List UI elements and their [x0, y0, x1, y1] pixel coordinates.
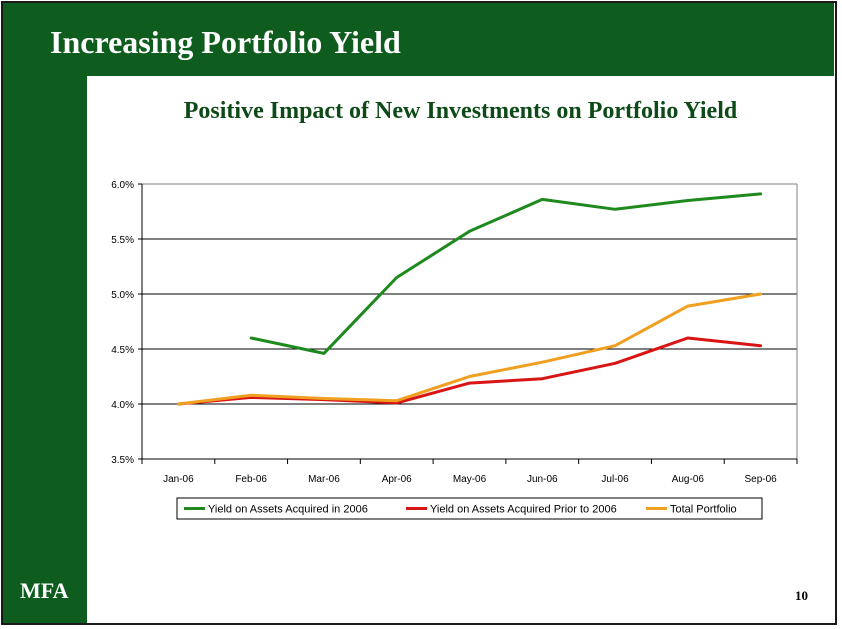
- legend-label: Yield on Assets Acquired in 2006: [208, 504, 368, 516]
- company-logo: MFA: [20, 578, 69, 603]
- legend-layer: Yield on Assets Acquired in 2006 Yield on…: [176, 497, 763, 520]
- page-number: 10: [795, 588, 808, 603]
- y-tick-label: 5.5%: [111, 235, 134, 246]
- y-tick-label: 4.5%: [111, 345, 134, 356]
- legend-label: Yield on Assets Acquired Prior to 2006: [430, 504, 617, 516]
- y-tick-label: 5.0%: [111, 290, 134, 301]
- x-tick-label: Feb-06: [235, 474, 267, 485]
- series-line: [176, 336, 763, 406]
- x-tick-label: May-06: [453, 474, 487, 485]
- y-tick-label: 3.5%: [111, 455, 134, 466]
- header-band: [3, 3, 834, 76]
- y-tick-label: 4.0%: [111, 400, 134, 411]
- axis-layer: [138, 183, 798, 464]
- legend-label: Total Portfolio: [670, 504, 737, 516]
- x-tick-label: Aug-06: [672, 474, 705, 485]
- x-tick-label: Apr-06: [382, 474, 412, 485]
- legend-box: [176, 497, 763, 520]
- label-layer: 6.0% 5.5% 5.0% 4.5% 4.0% 3.5% Jan-06 Feb-06 Mar-…: [111, 180, 777, 485]
- y-tick-label: 6.0%: [111, 180, 134, 191]
- series-line: [249, 192, 763, 355]
- chart-title: Positive Impact of New Investments on Po…: [183, 98, 738, 124]
- x-tick-label: Jul-06: [601, 474, 629, 485]
- x-tick-label: Sep-06: [744, 474, 777, 485]
- x-tick-label: Jan-06: [163, 474, 194, 485]
- series-layer: [176, 192, 763, 406]
- slide-title: Increasing Portfolio Yield: [50, 24, 401, 60]
- x-tick-label: Mar-06: [308, 474, 340, 485]
- sidebar-band: [3, 76, 87, 623]
- series-line: [176, 292, 763, 406]
- x-tick-label: Jun-06: [527, 474, 558, 485]
- grid-layer: [142, 183, 797, 405]
